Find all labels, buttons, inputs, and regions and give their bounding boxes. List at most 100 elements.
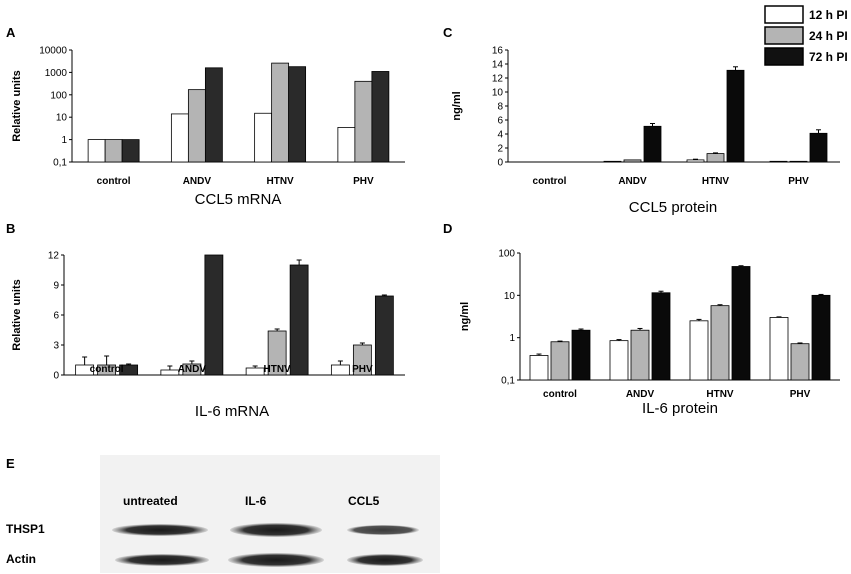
chart-il6-mrna: 0 3 6 9 12 Relative units control ANDV HTNV PHV IL… [11, 251, 405, 420]
y-tick-label: 12 [492, 74, 504, 85]
western-blot: untreated IL-6 CCL5 THSP1 Actin [6, 455, 440, 573]
category-label: HTNV [264, 364, 292, 375]
bar [790, 343, 810, 381]
bar [354, 80, 373, 163]
y-tick-label: 0 [53, 371, 59, 382]
band-thsp1-untreated [112, 524, 208, 536]
bar [769, 160, 788, 163]
y-tick-label: 10 [492, 88, 504, 99]
y-tick-label: 1 [509, 333, 515, 344]
bar [809, 132, 828, 163]
y-tick-label: 1000 [45, 68, 68, 79]
chart-title: IL-6 mRNA [195, 403, 269, 420]
panel-letter-d: D [443, 221, 452, 236]
y-tick-label: 0 [497, 158, 503, 169]
y-tick-label: 0,1 [53, 158, 67, 169]
legend-label-72h: 72 h PI [809, 50, 848, 64]
category-label: PHV [353, 176, 374, 187]
bar [374, 295, 394, 376]
y-tick-label: 12 [48, 251, 60, 262]
legend-swatch-24h [764, 26, 804, 45]
bar [170, 113, 189, 163]
band-actin-il6 [228, 553, 324, 567]
category-label: control [533, 176, 567, 187]
panel-letter-c: C [443, 25, 453, 40]
bar [271, 62, 290, 163]
y-tick-label: 10 [504, 291, 516, 302]
y-axis-label: Relative units [11, 279, 23, 351]
bar [623, 159, 642, 163]
bar [609, 340, 629, 381]
bar [330, 364, 350, 376]
chart-title: IL-6 protein [642, 400, 718, 417]
category-label: PHV [352, 364, 373, 375]
panel-letter-e: E [6, 456, 15, 471]
y-tick-label: 100 [498, 249, 515, 260]
bar [550, 341, 570, 381]
y-tick-label: 6 [497, 116, 503, 127]
blot-column-untreated: untreated [123, 494, 178, 508]
y-tick-label: 3 [53, 341, 59, 352]
category-label: control [543, 389, 577, 400]
bar [630, 329, 650, 381]
blot-column-il6: IL-6 [245, 494, 267, 508]
chart-ccl5-mrna: 0,1 1 10 100 1000 10000 Relative units control A… [11, 46, 405, 208]
category-label: HTNV [702, 176, 730, 187]
panel-letter-b: B [6, 221, 15, 236]
blot-row-actin: Actin [6, 552, 36, 566]
band-thsp1-ccl5 [347, 525, 419, 535]
category-label: PHV [788, 176, 809, 187]
bar [726, 69, 745, 163]
chart-ccl5-protein: 0 2 4 6 8 10 12 14 16 ng/ml control ANDV HTNV PHV CCL5… [451, 46, 840, 216]
bar [337, 127, 356, 163]
legend: 12 h PI 24 h PI 72 h PI [764, 5, 848, 66]
bar [651, 292, 671, 381]
bar [789, 160, 808, 163]
blot-row-thsp1: THSP1 [6, 522, 45, 536]
y-axis-label: ng/ml [459, 302, 471, 331]
y-tick-label: 6 [53, 311, 59, 322]
bar [686, 159, 705, 163]
category-label: ANDV [618, 176, 647, 187]
category-label: ANDV [183, 176, 212, 187]
bar [710, 305, 730, 381]
band-thsp1-il6 [230, 523, 322, 537]
category-label: ANDV [626, 389, 655, 400]
y-tick-label: 0,1 [501, 376, 515, 387]
y-tick-label: 9 [53, 281, 59, 292]
bar [706, 153, 725, 163]
y-tick-label: 10000 [39, 46, 67, 57]
bar [371, 71, 390, 163]
y-tick-label: 1 [61, 135, 67, 146]
bar [254, 112, 273, 163]
legend-label-12h: 12 h PI [809, 8, 848, 22]
chart-title: CCL5 protein [629, 199, 717, 216]
category-label: HTNV [706, 389, 734, 400]
y-tick-label: 100 [50, 90, 67, 101]
y-tick-label: 4 [497, 130, 503, 141]
bar [288, 66, 307, 163]
category-label: HTNV [267, 176, 295, 187]
category-label: ANDV [178, 364, 207, 375]
bar [529, 355, 549, 381]
legend-swatch-72h [764, 47, 804, 66]
y-tick-label: 14 [492, 60, 504, 71]
bar [603, 160, 622, 163]
bar [204, 254, 224, 376]
bar [245, 367, 265, 376]
legend-swatch-12h [764, 5, 804, 24]
bar [87, 139, 106, 163]
chart-il6-protein: 0,1 1 10 100 ng/ml control ANDV HTNV PHV IL-6 pro… [459, 249, 840, 417]
y-tick-label: 2 [497, 144, 503, 155]
bar [187, 89, 206, 163]
chart-title: CCL5 mRNA [195, 191, 282, 208]
bar [643, 125, 662, 163]
bar [689, 320, 709, 381]
category-label: PHV [790, 389, 811, 400]
blot-column-ccl5: CCL5 [348, 494, 380, 508]
bar [731, 266, 751, 381]
bar [769, 317, 789, 381]
y-axis-label: Relative units [11, 70, 23, 142]
y-tick-label: 10 [56, 113, 68, 124]
